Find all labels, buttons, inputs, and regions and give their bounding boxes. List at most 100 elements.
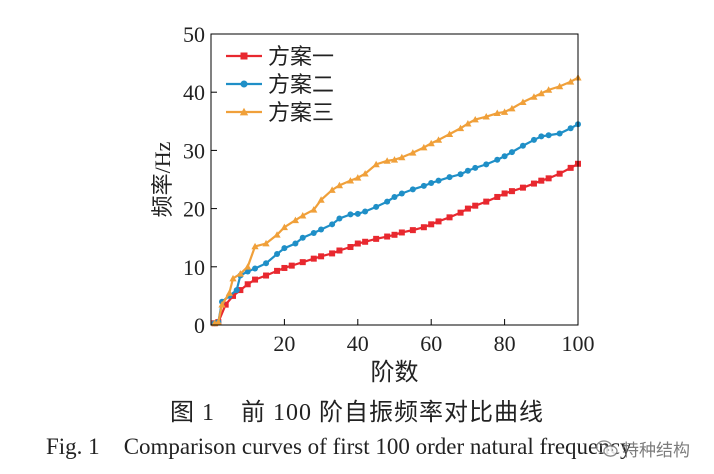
figure-title-en: Comparison curves of first 100 order nat… bbox=[123, 434, 632, 459]
data-point bbox=[483, 161, 490, 168]
data-point bbox=[354, 240, 361, 247]
legend-item: 方案一 bbox=[226, 44, 334, 69]
data-point bbox=[519, 184, 526, 191]
y-tick-label: 30 bbox=[183, 138, 205, 163]
data-point bbox=[274, 267, 281, 274]
data-point bbox=[335, 181, 344, 189]
data-point bbox=[464, 205, 471, 212]
x-axis-label: 阶数 bbox=[371, 359, 419, 386]
data-point bbox=[336, 247, 343, 254]
data-point bbox=[494, 193, 501, 200]
data-point bbox=[501, 190, 508, 197]
data-point bbox=[244, 263, 252, 270]
data-point bbox=[538, 133, 545, 140]
data-point bbox=[537, 89, 545, 97]
y-tick-label: 10 bbox=[183, 255, 205, 280]
data-point bbox=[519, 142, 526, 149]
x-tick-label: 60 bbox=[420, 331, 442, 356]
figure-caption-cn: 图 1 前 100 阶自振频率对比曲线 bbox=[0, 392, 714, 427]
data-point bbox=[420, 143, 428, 151]
data-point bbox=[494, 156, 501, 163]
data-point bbox=[230, 292, 237, 299]
data-point bbox=[409, 149, 417, 156]
watermark-text: 特种结构 bbox=[622, 441, 690, 461]
data-point bbox=[446, 174, 453, 181]
data-point bbox=[493, 109, 501, 117]
data-point bbox=[362, 238, 369, 245]
data-point bbox=[391, 231, 398, 238]
data-point bbox=[244, 281, 251, 288]
data-point bbox=[291, 216, 300, 224]
data-point bbox=[545, 86, 553, 93]
data-point bbox=[391, 193, 398, 200]
data-point bbox=[482, 113, 490, 120]
data-point bbox=[508, 188, 515, 195]
data-point bbox=[240, 80, 248, 88]
data-point bbox=[556, 170, 563, 177]
figure-number-en: Fig. 1 bbox=[46, 434, 100, 459]
data-point bbox=[347, 211, 354, 218]
data-point bbox=[472, 164, 479, 171]
data-point bbox=[538, 177, 545, 184]
data-point bbox=[299, 211, 307, 219]
data-point bbox=[545, 132, 552, 139]
data-point bbox=[310, 230, 317, 237]
data-point bbox=[361, 170, 369, 177]
data-point bbox=[347, 244, 354, 251]
data-point bbox=[373, 203, 380, 210]
data-point bbox=[354, 174, 362, 181]
data-point bbox=[273, 231, 281, 238]
y-tick-label: 50 bbox=[183, 22, 205, 47]
x-tick-label: 20 bbox=[273, 331, 295, 356]
data-point bbox=[299, 259, 306, 266]
data-point bbox=[519, 98, 527, 105]
series-1 bbox=[211, 160, 581, 327]
data-point bbox=[530, 180, 537, 187]
data-point bbox=[252, 265, 259, 272]
data-point bbox=[427, 139, 435, 147]
data-point bbox=[280, 223, 288, 231]
data-point bbox=[310, 206, 318, 213]
data-point bbox=[556, 82, 564, 90]
legend-item: 方案二 bbox=[226, 72, 334, 97]
data-point bbox=[288, 262, 295, 269]
y-tick-label: 40 bbox=[183, 80, 205, 105]
series-2 bbox=[211, 121, 581, 327]
x-tick-label: 100 bbox=[562, 331, 595, 356]
data-point bbox=[214, 318, 222, 325]
data-point bbox=[240, 52, 248, 60]
data-point bbox=[317, 196, 325, 203]
data-point bbox=[508, 149, 515, 156]
watermark: 特种结构 bbox=[596, 436, 690, 461]
data-point bbox=[252, 276, 259, 283]
data-point bbox=[281, 264, 288, 271]
plot-area bbox=[210, 33, 579, 326]
data-point bbox=[384, 233, 391, 240]
y-axis-label: 频率/Hz bbox=[150, 141, 175, 217]
data-point bbox=[263, 260, 270, 267]
data-point bbox=[483, 198, 490, 205]
series-line bbox=[214, 123, 579, 325]
data-point bbox=[299, 234, 306, 241]
data-point bbox=[373, 235, 380, 242]
data-point bbox=[457, 209, 464, 216]
data-point bbox=[420, 182, 427, 189]
data-point bbox=[471, 115, 479, 123]
data-point bbox=[318, 253, 325, 260]
data-point bbox=[464, 167, 471, 174]
data-point bbox=[354, 210, 361, 217]
data-point bbox=[329, 221, 336, 228]
data-point bbox=[556, 130, 563, 137]
data-point bbox=[390, 156, 399, 163]
data-point bbox=[464, 120, 472, 127]
y-tick-label: 20 bbox=[183, 197, 205, 222]
data-point bbox=[222, 301, 229, 308]
data-point bbox=[329, 250, 336, 257]
data-point bbox=[336, 215, 343, 222]
series-3 bbox=[211, 74, 582, 327]
data-point bbox=[435, 218, 442, 225]
data-point bbox=[446, 214, 453, 221]
data-point bbox=[409, 227, 416, 234]
